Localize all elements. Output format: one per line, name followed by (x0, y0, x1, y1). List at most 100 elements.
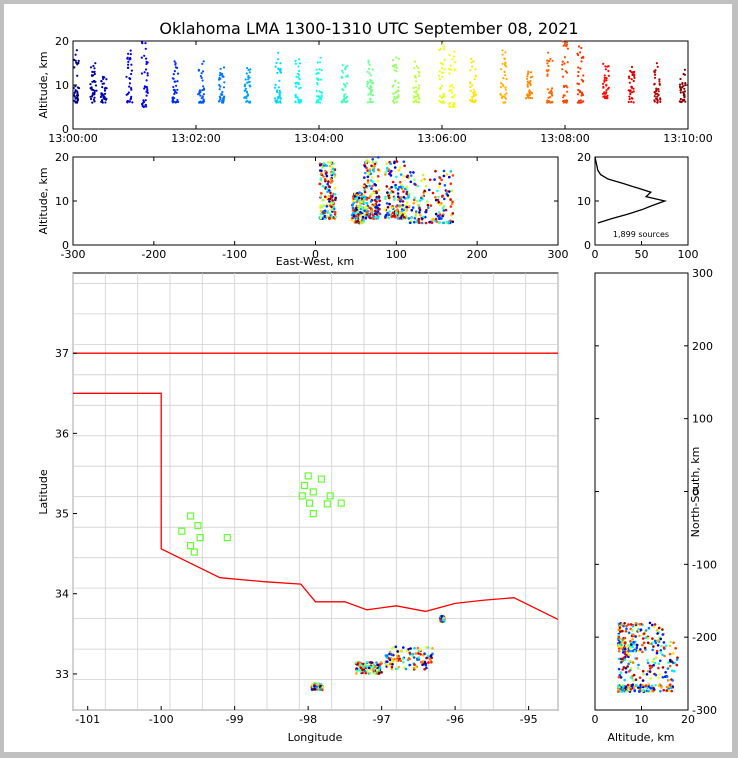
source-point (396, 208, 399, 211)
source-point (274, 97, 277, 100)
source-point (526, 77, 529, 80)
source-point (577, 45, 581, 48)
source-point (368, 100, 372, 104)
source-point (529, 79, 532, 83)
source-point (439, 618, 442, 622)
source-point (223, 95, 226, 98)
source-point (201, 62, 204, 65)
source-point (376, 216, 380, 220)
source-point (77, 59, 80, 63)
source-point (387, 216, 391, 220)
source-point (629, 676, 632, 679)
source-point (654, 673, 658, 677)
source-point (351, 203, 355, 206)
source-point (368, 87, 371, 90)
source-point (388, 650, 392, 654)
source-point (395, 64, 398, 67)
source-point (442, 169, 446, 173)
source-point (219, 67, 222, 70)
source-point (603, 80, 606, 83)
source-point (361, 668, 364, 671)
source-point (92, 64, 95, 68)
source-point (378, 666, 382, 669)
source-point (420, 221, 424, 225)
source-point (617, 649, 621, 653)
source-point (200, 76, 203, 79)
x-tick-label: 0 (592, 713, 599, 726)
source-point (526, 83, 529, 86)
source-point (141, 104, 144, 108)
source-point (371, 217, 375, 220)
source-point (437, 195, 440, 199)
source-point (638, 634, 641, 638)
source-point (605, 89, 608, 92)
source-point (472, 88, 475, 91)
source-point (93, 100, 96, 103)
source-point (619, 671, 623, 674)
source-point (449, 89, 452, 92)
station-marker (187, 541, 195, 550)
source-point (330, 208, 334, 211)
source-point (371, 184, 374, 188)
source-point (670, 689, 673, 693)
source-point (471, 65, 474, 68)
source-point (383, 208, 387, 211)
source-point (442, 204, 446, 208)
source-point (421, 195, 424, 198)
source-point (443, 48, 446, 51)
y-tick-label: 35 (55, 508, 69, 521)
source-point (441, 67, 444, 70)
source-point (352, 214, 356, 218)
source-point (619, 638, 622, 641)
source-point (679, 97, 682, 101)
source-point (371, 213, 374, 216)
source-point (582, 79, 585, 83)
source-point (415, 65, 418, 68)
source-point (367, 196, 371, 200)
source-point (220, 93, 223, 96)
source-point (322, 198, 325, 202)
source-point (393, 65, 396, 69)
source-point (369, 98, 372, 101)
y-tick-label: 100 (692, 413, 713, 426)
source-point (631, 624, 635, 628)
source-point (632, 633, 635, 636)
source-point (388, 662, 392, 666)
source-point (682, 91, 685, 94)
source-point (378, 199, 382, 202)
source-point (76, 94, 80, 97)
source-point (504, 51, 507, 54)
source-point (399, 211, 403, 215)
source-point (625, 627, 628, 631)
source-point (73, 95, 76, 98)
source-point (201, 89, 204, 92)
source-point (438, 221, 442, 224)
source-point (346, 74, 349, 77)
source-point (295, 75, 298, 78)
source-point (361, 195, 364, 198)
source-point (332, 207, 336, 211)
source-point (623, 650, 627, 654)
source-point (370, 193, 373, 196)
source-point (394, 91, 397, 94)
source-point (363, 206, 367, 209)
source-point (367, 171, 371, 175)
source-point (632, 79, 635, 83)
source-point (623, 641, 627, 644)
source-point (563, 99, 567, 102)
source-point (415, 199, 419, 203)
source-point (415, 220, 418, 224)
source-point (277, 58, 280, 61)
source-point (325, 164, 328, 167)
source-point (176, 88, 179, 91)
source-point (668, 664, 672, 668)
source-point (469, 98, 472, 102)
station-marker (309, 510, 317, 518)
source-point (392, 99, 395, 102)
source-point (393, 198, 396, 201)
source-point (101, 86, 104, 89)
source-point (329, 172, 333, 175)
source-point (129, 97, 133, 100)
source-point (362, 184, 366, 188)
source-point (607, 74, 611, 77)
